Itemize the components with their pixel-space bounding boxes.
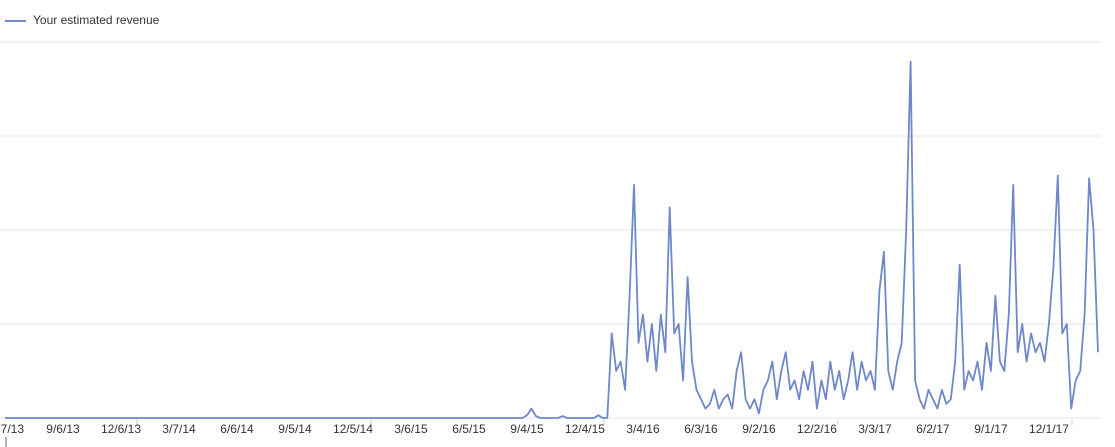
x-tick-label: 3/3/17 — [858, 422, 892, 436]
x-tick-label: 6/5/15 — [452, 422, 486, 436]
x-tick-label: 3/7/14 — [162, 422, 196, 436]
x-tick-label: 12/2/16 — [797, 422, 837, 436]
x-tick-label: 9/6/13 — [46, 422, 80, 436]
x-tick-label: 6/6/14 — [220, 422, 254, 436]
axis-decor — [5, 419, 1073, 447]
line-series — [5, 60, 1099, 419]
x-tick-label: 12/6/13 — [101, 422, 141, 436]
x-tick-label: 9/5/14 — [278, 422, 312, 436]
x-tick-label: 9/4/15 — [510, 422, 544, 436]
x-tick-label: 9/2/16 — [742, 422, 776, 436]
x-tick-label: 12/1/17 — [1029, 422, 1069, 436]
x-tick-label: 12/5/14 — [333, 422, 373, 436]
legend-label: Your estimated revenue — [33, 13, 160, 27]
x-tick-label: 6/3/16 — [684, 422, 718, 436]
x-tick-label: 3/4/16 — [626, 422, 660, 436]
x-tick-label: 9/1/17 — [974, 422, 1008, 436]
x-tick-label: 6/2/17 — [916, 422, 950, 436]
x-tick-label: 3/6/15 — [394, 422, 428, 436]
x-tick-label: 12/4/15 — [565, 422, 605, 436]
x-tick-label: 7/13 — [1, 422, 25, 436]
